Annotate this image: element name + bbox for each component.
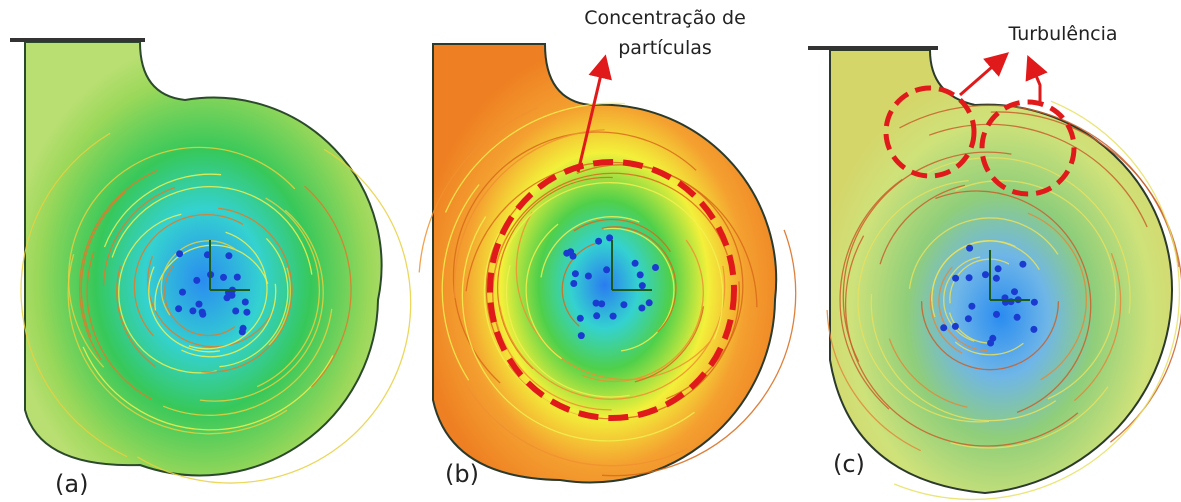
streamline	[1011, 288, 1018, 295]
streamline	[995, 265, 1002, 272]
streamline	[637, 271, 644, 278]
streamline	[585, 273, 592, 280]
streamline	[652, 264, 659, 271]
streamline	[570, 280, 577, 287]
streamline	[234, 274, 241, 281]
streamline	[982, 271, 989, 278]
panel-label: (b)	[445, 460, 479, 488]
streamline	[242, 299, 249, 306]
streamline	[598, 300, 605, 307]
streamline	[243, 309, 250, 316]
streamline	[232, 308, 239, 315]
figure: Concentração de partículas Turbulência (…	[0, 0, 1181, 502]
streamline	[175, 305, 182, 312]
streamline	[572, 270, 579, 277]
volute-b	[433, 44, 776, 482]
streamline	[563, 250, 570, 257]
volute-c	[830, 50, 1172, 493]
streamline	[965, 315, 972, 322]
streamline	[1014, 314, 1021, 321]
streamline	[952, 275, 959, 282]
streamline	[240, 325, 247, 332]
streamline	[593, 312, 600, 319]
streamline	[577, 315, 584, 322]
streamline	[646, 299, 653, 306]
streamline	[993, 275, 1000, 282]
streamline	[620, 301, 627, 308]
streamline	[1030, 326, 1037, 333]
streamline	[199, 309, 206, 316]
streamline	[610, 313, 617, 320]
annotation: partículas	[618, 37, 712, 59]
streamline	[570, 253, 577, 260]
annotation: Concentração de	[584, 7, 746, 29]
streamline	[578, 332, 585, 339]
streamline	[196, 301, 203, 308]
streamline	[993, 311, 1000, 318]
annotation: Turbulência	[1007, 23, 1117, 45]
streamline	[1019, 261, 1026, 268]
streamline	[595, 238, 602, 245]
arrow	[1032, 66, 1040, 102]
streamline	[987, 340, 994, 347]
streamline	[176, 250, 183, 257]
streamline	[179, 289, 186, 296]
volute-a	[25, 42, 382, 475]
streamline	[603, 266, 610, 273]
streamline	[220, 274, 227, 281]
streamline	[189, 307, 196, 314]
panel-label: (a)	[55, 470, 88, 498]
streamline	[966, 245, 973, 252]
streamline	[940, 324, 947, 331]
streamline	[966, 274, 973, 281]
arrow	[960, 60, 1000, 95]
streamline	[225, 252, 232, 259]
streamline	[224, 294, 231, 301]
streamline	[952, 323, 959, 330]
streamline	[632, 260, 639, 267]
streamline	[968, 303, 975, 310]
streamline	[1031, 299, 1038, 306]
streamline	[638, 305, 645, 312]
panel-label: (c)	[833, 450, 865, 478]
streamline	[639, 282, 646, 289]
streamline	[193, 277, 200, 284]
